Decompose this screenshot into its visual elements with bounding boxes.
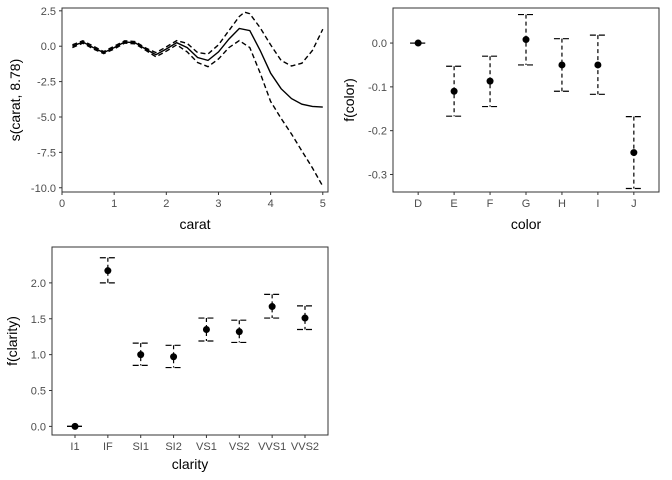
x-tick-label: IF [103,441,113,453]
clarity-plot-area [67,257,313,430]
color-y-axis: 0.0 -0.1 -0.2 -0.3 [368,38,393,181]
y-tick-label: -10.0 [31,183,56,195]
data-point [486,77,494,85]
color-x-axis: D E F G H I J [414,192,637,210]
data-point [594,61,602,69]
x-tick-label: G [522,198,531,210]
series-line-estimate [72,27,323,108]
series-line-upper-band [72,11,324,67]
carat-plot-area [72,11,324,187]
x-tick-label: I1 [70,441,79,453]
color-x-axis-title: color [511,216,542,232]
color-effect-panel: D E F G H I J 0.0 -0.1 -0.2 -0.3 color f(color) [341,7,660,232]
x-tick-label: SI2 [165,441,182,453]
color-plot-area [410,13,642,190]
clarity-y-axis-title: f(clarity) [4,316,20,366]
data-point [301,314,309,322]
data-point [104,267,112,275]
data-point [268,303,276,311]
x-tick-label: 1 [111,198,117,210]
data-point [170,353,178,361]
carat-y-axis-title: s(carat, 8.78) [7,59,23,141]
y-tick-label: 0.0 [41,41,56,53]
color-y-axis-title: f(color) [341,78,357,122]
x-tick-label: VVS1 [258,441,286,453]
y-tick-label: -5.0 [37,112,56,124]
x-tick-label: 5 [320,198,326,210]
x-tick-label: D [414,198,422,210]
series-line-lower-band [72,39,324,187]
carat-panel-frame [61,7,329,193]
data-point [630,149,638,157]
data-point [71,422,79,430]
x-tick-label: VS1 [196,441,217,453]
data-point [137,351,145,359]
data-point [235,328,243,336]
x-tick-label: J [631,198,637,210]
clarity-x-axis-title: clarity [172,456,209,472]
y-tick-label: -2.5 [37,77,56,89]
clarity-x-axis: I1 IF SI1 SI2 VS1 VS2 VVS1 VVS2 [70,435,319,453]
clarity-y-axis: 0.0 0.5 1.0 1.5 2.0 [31,278,52,433]
carat-smooth-panel: 0 1 2 3 4 5 2.5 0.0 -2.5 -5.0 -7.5 -10.0 carat s(c… [7,6,329,232]
x-tick-label: H [558,198,566,210]
x-tick-label: 0 [59,198,65,210]
x-tick-label: F [487,198,494,210]
clarity-panel-frame [51,246,329,436]
y-tick-label: 0.0 [372,38,387,50]
x-tick-label: 3 [215,198,221,210]
y-tick-label: 2.5 [41,6,56,18]
x-tick-label: 2 [163,198,169,210]
y-tick-label: -0.3 [368,169,387,181]
y-tick-label: 2.0 [31,278,46,290]
carat-x-axis: 0 1 2 3 4 5 [59,192,326,210]
y-tick-label: -0.1 [368,82,387,94]
x-tick-label: VVS2 [291,441,319,453]
x-tick-label: I [596,198,599,210]
x-tick-label: VS2 [229,441,250,453]
data-point [414,39,422,47]
data-point [450,87,458,95]
carat-x-axis-title: carat [179,216,210,232]
data-point [522,36,530,44]
x-tick-label: E [450,198,457,210]
x-tick-label: SI1 [132,441,149,453]
carat-y-axis: 2.5 0.0 -2.5 -5.0 -7.5 -10.0 [31,6,62,195]
y-tick-label: 0.5 [31,386,46,398]
y-tick-label: 1.0 [31,350,46,362]
y-tick-label: -0.2 [368,126,387,138]
data-point [558,61,566,69]
x-tick-label: 4 [268,198,274,210]
data-point [202,326,210,334]
clarity-effect-panel: I1 IF SI1 SI2 VS1 VS2 VVS1 VVS2 0.0 0.5 1.0 1.5 2.0… [4,246,329,472]
y-tick-label: 1.5 [31,314,46,326]
y-tick-label: 0.0 [31,421,46,433]
y-tick-label: -7.5 [37,147,56,159]
